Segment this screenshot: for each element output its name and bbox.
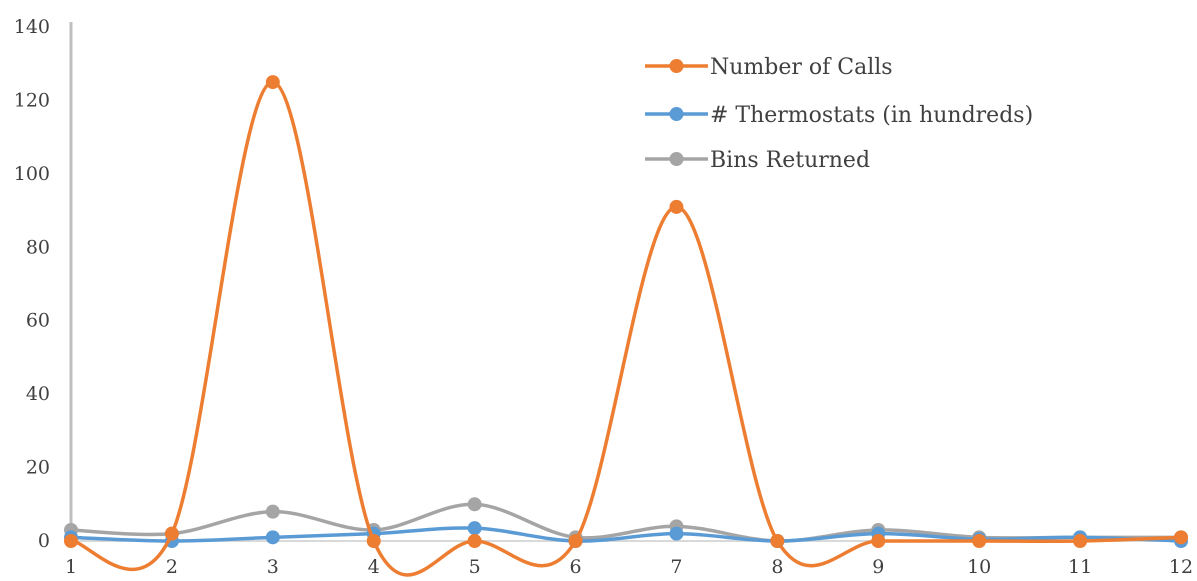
data-point [265,75,280,90]
legend-item: Number of Calls [645,55,893,80]
y-tick-label: 80 [26,236,50,258]
data-point [64,534,78,548]
legend-item: # Thermostats (in hundreds) [645,103,1033,128]
series-line [69,80,1183,577]
x-tick-label: 9 [872,556,884,578]
y-tick-label: 0 [38,530,50,552]
data-point [972,534,987,548]
data-point [568,534,583,548]
y-tick-label: 40 [26,383,50,405]
legend-marker [669,107,684,121]
data-point [1073,534,1088,548]
series-layer [64,75,1188,577]
data-point [366,534,381,548]
x-tick-label: 12 [1169,556,1193,578]
data-point [164,526,179,541]
data-point [265,530,280,545]
x-tick-label: 1 [65,556,77,578]
series-number-of-calls [64,75,1188,577]
data-point [669,526,684,541]
legend-item: Bins Returned [645,148,870,173]
x-tick-label: 10 [967,556,991,578]
x-tick-label: 5 [469,556,481,578]
legend-label: Number of Calls [710,55,893,80]
y-tick-label: 120 [14,89,50,111]
data-point [770,534,785,548]
legend-label: # Thermostats (in hundreds) [710,103,1033,128]
x-tick-label: 4 [368,556,380,578]
legend-marker [669,152,684,166]
x-tick-label: 11 [1068,556,1092,578]
x-tick-label: 2 [166,556,178,578]
x-tick-label: 7 [670,556,682,578]
y-tick-label: 20 [26,457,50,479]
data-point [871,534,886,548]
legend-marker [669,59,684,73]
data-point [669,199,684,214]
y-tick-label: 140 [14,16,50,38]
y-tick-label: 60 [26,310,50,332]
y-tick-label: 100 [14,163,50,185]
x-tick-label: 8 [771,556,783,578]
data-point [265,504,280,519]
legend: Number of Calls # Thermostats (in hundred… [645,55,1033,173]
series-line [69,526,1183,543]
data-point [467,534,482,548]
data-point [467,497,482,512]
x-tick-label: 6 [569,556,581,578]
data-point [467,521,482,536]
legend-label: Bins Returned [710,148,870,173]
series-line [69,502,1183,543]
x-tick-label: 3 [267,556,279,578]
data-point [1174,530,1188,545]
